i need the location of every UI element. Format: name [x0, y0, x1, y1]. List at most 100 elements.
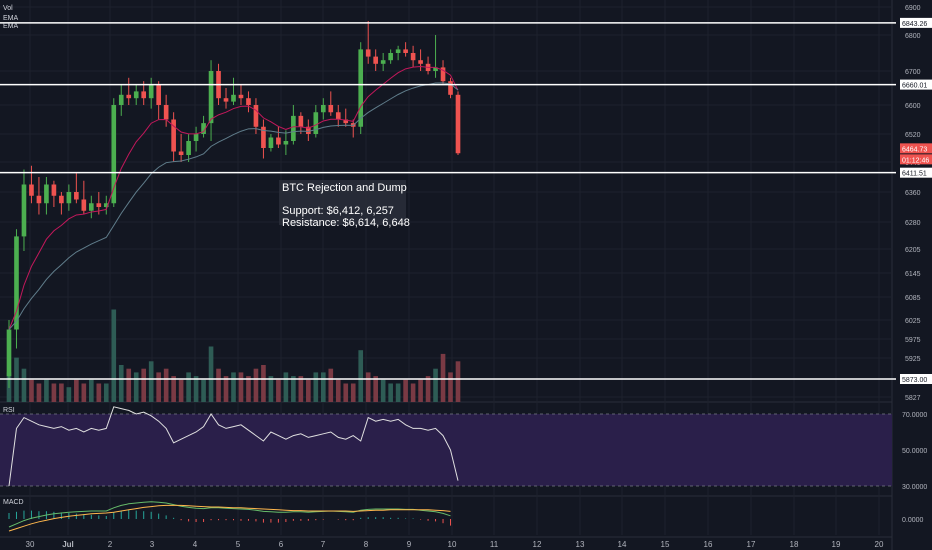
candle-body-37	[283, 141, 289, 145]
rsi-indicator-label: RSI	[3, 407, 15, 414]
candle-body-0	[6, 329, 12, 377]
volume-bar-1	[14, 357, 19, 402]
volume-bar-58	[440, 353, 446, 402]
candle-body-36	[276, 137, 281, 145]
candle-body-14	[111, 105, 117, 204]
price-tick-6: 6360	[905, 190, 921, 197]
volume-bar-6	[51, 383, 57, 402]
volume-bar-3	[29, 379, 34, 402]
volume-bar-5	[44, 379, 49, 402]
price-label-text-1: 6660.01	[902, 83, 927, 90]
x-tick-19: 19	[832, 540, 841, 549]
price-tick-3: 6600	[905, 103, 921, 110]
candle-body-23	[178, 151, 184, 155]
volume-bar-33	[253, 368, 259, 402]
price-tick-0: 6900	[905, 5, 921, 12]
volume-bar-38	[291, 376, 296, 402]
rsi-band	[0, 414, 892, 486]
volume-bar-35	[268, 376, 274, 402]
candle-body-16	[126, 94, 132, 99]
x-tick-3: 3	[150, 540, 155, 549]
x-tick-10: 10	[448, 540, 457, 549]
x-tick-15: 15	[661, 540, 670, 549]
price-tick-1: 6800	[905, 33, 921, 40]
price-label-text-5: 5873.00	[902, 377, 927, 384]
candle-body-44	[335, 112, 341, 120]
x-tick-18: 18	[790, 540, 799, 549]
volume-bar-7	[59, 383, 64, 402]
price-tick-12: 5975	[905, 337, 921, 344]
volume-bar-41	[313, 372, 319, 402]
volume-bar-15	[118, 365, 124, 402]
volume-bar-27	[208, 346, 214, 402]
volume-bar-13	[103, 383, 109, 402]
volume-bar-47	[358, 350, 364, 402]
volume-bar-36	[276, 379, 281, 402]
price-tick-9: 6145	[905, 271, 921, 278]
candle-body-49	[373, 56, 379, 64]
candle-body-59	[448, 81, 453, 95]
x-tick-13: 13	[576, 540, 585, 549]
rsi-tick-2: 30.0000	[902, 484, 927, 491]
x-tick-11: 11	[490, 540, 499, 549]
candle-body-52	[395, 49, 401, 53]
volume-bar-9	[74, 379, 79, 402]
candle-body-10	[81, 199, 87, 211]
candle-body-53	[403, 49, 408, 53]
volume-bar-45	[343, 383, 349, 402]
price-label-text-2: 6464.73	[902, 146, 927, 153]
candle-body-19	[148, 84, 154, 99]
candle-body-43	[328, 105, 334, 113]
candle-body-12	[96, 203, 102, 207]
candle-body-8	[66, 192, 72, 204]
volume-bar-31	[238, 372, 244, 402]
volume-bar-2	[21, 368, 27, 402]
candle-body-9	[74, 192, 79, 200]
candle-body-24	[186, 141, 191, 155]
annotation-title: BTC Rejection and Dump	[282, 182, 407, 194]
volume-bar-43	[328, 368, 334, 402]
candle-body-18	[141, 91, 147, 99]
candle-body-40	[306, 126, 311, 134]
volume-bar-49	[373, 376, 379, 402]
candle-body-26	[201, 123, 206, 134]
candle-body-4	[36, 195, 42, 204]
price-tick-8: 6205	[905, 247, 921, 254]
price-tick-15: 5827	[905, 395, 921, 402]
candle-body-41	[313, 112, 319, 134]
candle-body-54	[410, 53, 416, 61]
volume-bar-22	[171, 376, 176, 402]
macd-indicator-label: MACD	[3, 499, 24, 506]
volume-bar-24	[186, 372, 191, 402]
macd-signal-line	[8, 504, 451, 532]
candle-body-34	[261, 126, 266, 148]
volume-bar-16	[126, 368, 132, 402]
price-label-text-0: 6843.26	[902, 21, 927, 28]
candle-body-58	[440, 67, 446, 82]
candle-body-39	[298, 115, 304, 127]
candle-body-20	[156, 84, 161, 105]
candle-body-25	[193, 134, 199, 141]
volume-bar-54	[410, 383, 416, 402]
x-tick-14: 14	[618, 540, 627, 549]
annotation-spacer	[282, 194, 403, 205]
volume-bar-25	[193, 376, 199, 402]
volume-bar-14	[111, 309, 117, 402]
candle-body-42	[320, 105, 326, 113]
volume-bar-46	[350, 383, 356, 402]
candle-body-45	[343, 119, 349, 124]
candle-body-48	[365, 49, 371, 57]
ema-indicator-label-2: EMA	[3, 23, 19, 30]
volume-bar-26	[201, 379, 206, 402]
volume-bar-12	[96, 383, 102, 402]
price-label-box-1	[900, 79, 932, 90]
candle-body-60	[455, 94, 461, 154]
volume-bar-37	[283, 372, 289, 402]
volume-bar-60	[455, 361, 461, 402]
volume-bar-17	[133, 372, 139, 402]
volume-bar-30	[231, 372, 236, 402]
x-tick-7: 7	[321, 540, 326, 549]
price-tick-7: 6280	[905, 220, 921, 227]
volume-bar-56	[425, 376, 431, 402]
